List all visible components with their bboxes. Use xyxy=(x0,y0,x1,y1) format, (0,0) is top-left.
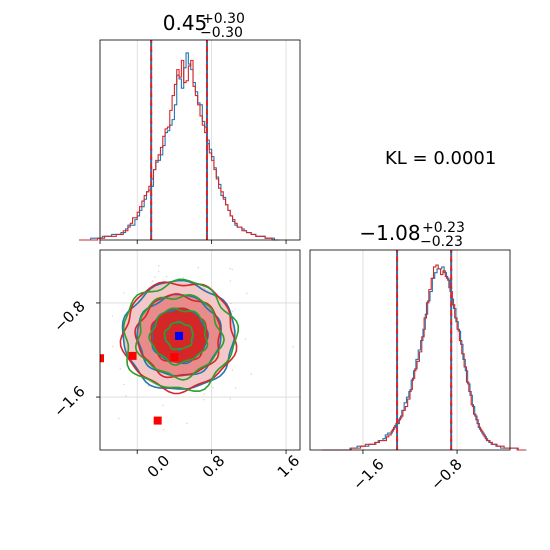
scatter-point xyxy=(292,346,294,348)
histogram-panel-x: 0.45 +0.30 −0.30 xyxy=(79,11,301,244)
histogram-y-title: −1.08 xyxy=(359,221,420,245)
scatter-point xyxy=(230,302,232,305)
scatter-point xyxy=(163,429,165,431)
scatter-point xyxy=(123,314,125,316)
marker-square xyxy=(153,416,162,425)
histogram-x-title-main: 0.45 xyxy=(163,11,208,35)
histogram-x-title: 0.45 xyxy=(163,11,208,35)
scatter-point xyxy=(182,277,184,279)
scatter-point xyxy=(123,383,125,386)
scatter-point xyxy=(165,275,168,278)
histogram-series xyxy=(79,59,280,241)
contour-line xyxy=(163,320,194,351)
histogram-y-title-minus: −0.23 xyxy=(420,234,463,250)
contour-line xyxy=(134,293,222,379)
scatter-point xyxy=(229,398,231,400)
scatter-point xyxy=(147,385,150,387)
scatter-point xyxy=(203,393,205,395)
scatter-point xyxy=(197,266,199,269)
scatter-point xyxy=(231,268,233,271)
scatter-point xyxy=(246,292,248,295)
marker-square xyxy=(128,351,137,360)
scatter-point xyxy=(117,417,120,420)
scatter-point xyxy=(151,280,154,282)
histogram-series xyxy=(322,264,526,451)
histogram-y-title-main: −1.08 xyxy=(359,221,420,245)
scatter-point xyxy=(157,270,160,273)
histogram-y-title-plus: +0.23 xyxy=(422,220,465,236)
scatter-point xyxy=(229,280,232,282)
scatter-point xyxy=(162,404,164,407)
contour-line xyxy=(122,278,239,393)
contour-line xyxy=(150,307,208,364)
scatter-point xyxy=(234,387,237,389)
scatter-point xyxy=(112,345,114,348)
scatter-point xyxy=(250,373,252,375)
histogram-x-title-plus: +0.30 xyxy=(202,11,245,27)
scatter-point xyxy=(111,315,114,317)
scatter-point xyxy=(123,292,125,294)
marker-square xyxy=(170,353,179,362)
contour-line xyxy=(121,279,236,390)
histogram-x-title-minus: −0.30 xyxy=(200,25,243,41)
scatter-point xyxy=(231,369,234,371)
scatter-point xyxy=(231,310,234,312)
scatter-point xyxy=(186,422,188,424)
scatter-point xyxy=(202,399,205,401)
scatter-point xyxy=(154,276,156,278)
scatter-point xyxy=(119,368,121,370)
marker-square xyxy=(100,354,104,363)
scatter-point xyxy=(158,265,160,267)
marker-square xyxy=(175,331,184,340)
kl-annotation: KL = 0.0001 xyxy=(385,148,496,169)
scatter-point xyxy=(244,338,247,340)
contour-line xyxy=(134,293,225,381)
scatter-point xyxy=(229,267,231,270)
contour-line xyxy=(148,307,209,366)
scatter-point xyxy=(212,387,214,389)
scatter-point xyxy=(125,395,127,397)
